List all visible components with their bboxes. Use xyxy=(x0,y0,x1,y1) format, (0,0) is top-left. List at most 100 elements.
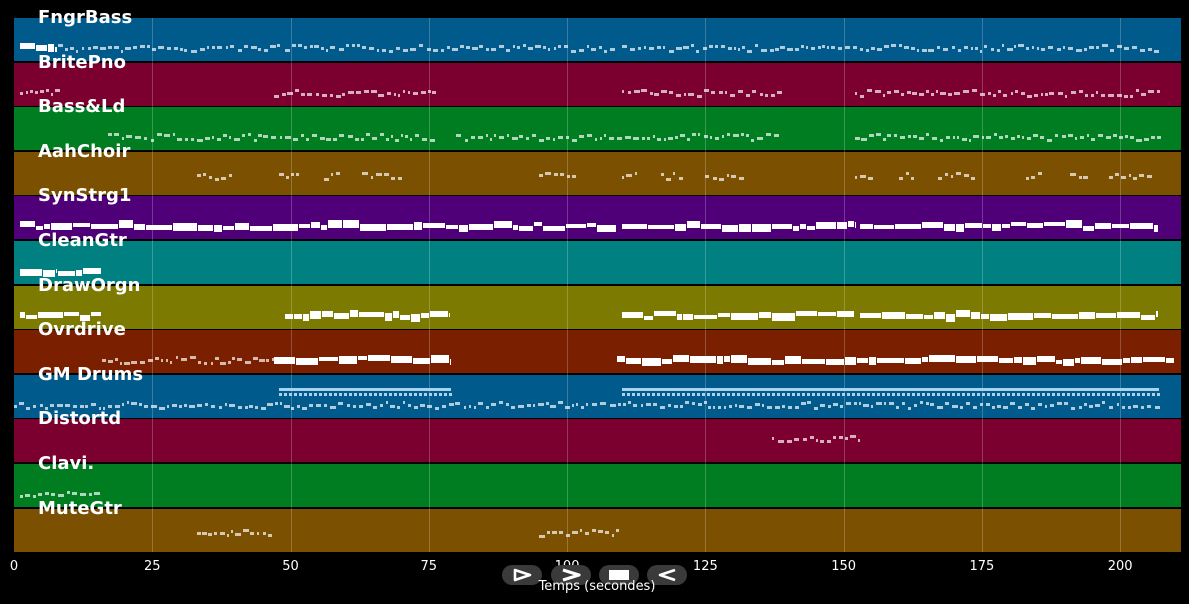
note-mark xyxy=(746,405,753,409)
note-mark xyxy=(547,48,551,51)
note-mark xyxy=(1136,88,1139,92)
note-bar xyxy=(295,357,319,365)
note-bar xyxy=(970,312,981,320)
note-mark xyxy=(1157,392,1161,396)
note-mark xyxy=(622,175,625,179)
note-mark xyxy=(942,392,946,396)
grid-line xyxy=(290,18,292,552)
note-bar xyxy=(223,226,235,231)
note-mark xyxy=(115,358,118,362)
stop-button[interactable] xyxy=(599,565,639,585)
note-mark xyxy=(466,46,471,49)
note-mark xyxy=(930,402,935,406)
note-mark xyxy=(645,402,651,406)
note-mark xyxy=(1037,392,1041,396)
note-mark xyxy=(253,139,257,143)
note-mark xyxy=(533,403,536,407)
note-mark xyxy=(444,392,448,396)
forward-button[interactable] xyxy=(551,565,591,585)
note-bar xyxy=(956,224,964,233)
note-mark xyxy=(526,137,529,141)
note-bar xyxy=(320,224,328,230)
note-bar xyxy=(411,313,420,322)
note-mark xyxy=(1074,137,1078,141)
note-mark xyxy=(244,45,249,48)
note-bar xyxy=(945,313,956,322)
note-mark xyxy=(947,392,951,396)
note-mark xyxy=(852,46,857,49)
note-mark xyxy=(379,133,385,137)
note-mark xyxy=(827,392,831,396)
note-bar xyxy=(894,223,922,229)
note-mark xyxy=(203,172,207,176)
note-mark xyxy=(122,402,125,406)
note-mark xyxy=(896,405,900,409)
track-lane xyxy=(14,18,1181,61)
note-mark xyxy=(1097,134,1103,138)
note-mark xyxy=(1024,402,1029,406)
note-mark xyxy=(89,493,92,496)
note-mark xyxy=(926,89,930,93)
note-bar xyxy=(758,311,772,318)
note-mark xyxy=(663,138,666,142)
note-mark xyxy=(572,174,576,178)
note-mark xyxy=(1108,405,1114,409)
x-tick-label: 75 xyxy=(420,559,438,574)
note-mark xyxy=(901,92,905,96)
note-mark xyxy=(737,392,741,396)
note-mark xyxy=(1146,174,1152,178)
note-mark xyxy=(787,392,791,396)
note-mark xyxy=(985,402,991,406)
note-mark xyxy=(963,173,969,177)
note-mark xyxy=(220,362,226,366)
note-mark xyxy=(1032,392,1036,396)
note-mark xyxy=(1132,46,1137,49)
note-bar xyxy=(91,223,118,229)
note-mark xyxy=(807,392,811,396)
note-bar xyxy=(19,311,25,318)
note-mark xyxy=(550,404,556,408)
note-mark xyxy=(572,530,578,534)
note-mark xyxy=(1061,135,1066,139)
note-mark xyxy=(251,46,257,49)
note-mark xyxy=(1083,402,1087,406)
note-bar xyxy=(856,357,869,363)
note-mark xyxy=(1003,93,1008,97)
note-mark xyxy=(863,403,869,407)
note-mark xyxy=(218,405,223,409)
note-mark xyxy=(627,392,631,396)
note-mark xyxy=(774,405,780,409)
note-mark xyxy=(897,392,901,396)
note-mark xyxy=(572,139,578,143)
note-mark xyxy=(1132,404,1138,408)
note-mark xyxy=(575,402,579,406)
note-mark xyxy=(362,171,368,175)
note-mark xyxy=(892,392,896,396)
note-mark xyxy=(932,392,936,396)
note-mark xyxy=(32,404,37,408)
play-button[interactable] xyxy=(502,565,542,585)
note-mark xyxy=(297,404,301,408)
note-mark xyxy=(1001,44,1005,47)
note-mark xyxy=(292,138,299,142)
note-mark xyxy=(102,359,107,363)
note-mark xyxy=(57,403,64,407)
note-mark xyxy=(659,405,666,409)
note-mark xyxy=(420,403,425,407)
track-lane xyxy=(14,330,1181,374)
note-mark xyxy=(1115,172,1119,176)
note-mark xyxy=(215,177,220,181)
note-mark xyxy=(712,392,716,396)
rewind-button[interactable] xyxy=(647,565,687,585)
note-bar xyxy=(869,357,876,366)
note-mark xyxy=(338,401,344,405)
note-mark xyxy=(859,94,864,98)
note-mark xyxy=(968,139,971,143)
note-mark xyxy=(1133,176,1138,180)
note-bar xyxy=(385,312,392,321)
note-mark xyxy=(901,401,906,405)
note-mark xyxy=(93,492,100,495)
note-mark xyxy=(1044,404,1047,408)
note-mark xyxy=(760,49,767,52)
note-mark xyxy=(557,136,563,140)
